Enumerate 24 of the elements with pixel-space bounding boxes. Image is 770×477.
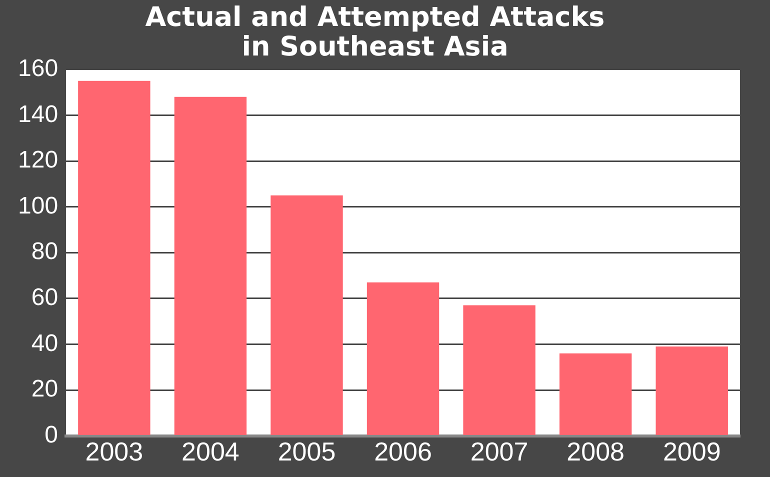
bar [78, 80, 150, 436]
bar [174, 96, 247, 436]
bar [270, 195, 343, 436]
y-tick-label: 120 [18, 146, 58, 174]
y-tick-label: 80 [31, 238, 58, 266]
y-tick-label: 100 [18, 192, 58, 220]
x-tick-label: 2003 [85, 436, 144, 467]
y-tick-label: 60 [31, 284, 58, 312]
chart-title: Actual and Attempted Attacks in Southeast Asia [145, 2, 605, 63]
bar [559, 353, 632, 436]
y-tick-label: 140 [18, 100, 58, 128]
x-tick-label: 2009 [662, 436, 721, 467]
bar [656, 346, 728, 436]
x-tick-label: 2007 [470, 436, 528, 467]
x-tick-label: 2008 [566, 436, 625, 467]
y-tick-label: 40 [31, 330, 58, 357]
bar [463, 305, 536, 436]
y-tick-label: 0 [44, 421, 58, 448]
x-tick-label: 2006 [374, 436, 432, 467]
bar [366, 282, 440, 436]
x-tick-label: 2005 [278, 436, 336, 467]
x-tick-label: 2004 [182, 436, 240, 467]
y-tick-label: 20 [31, 376, 58, 403]
y-tick-label: 160 [18, 55, 58, 82]
